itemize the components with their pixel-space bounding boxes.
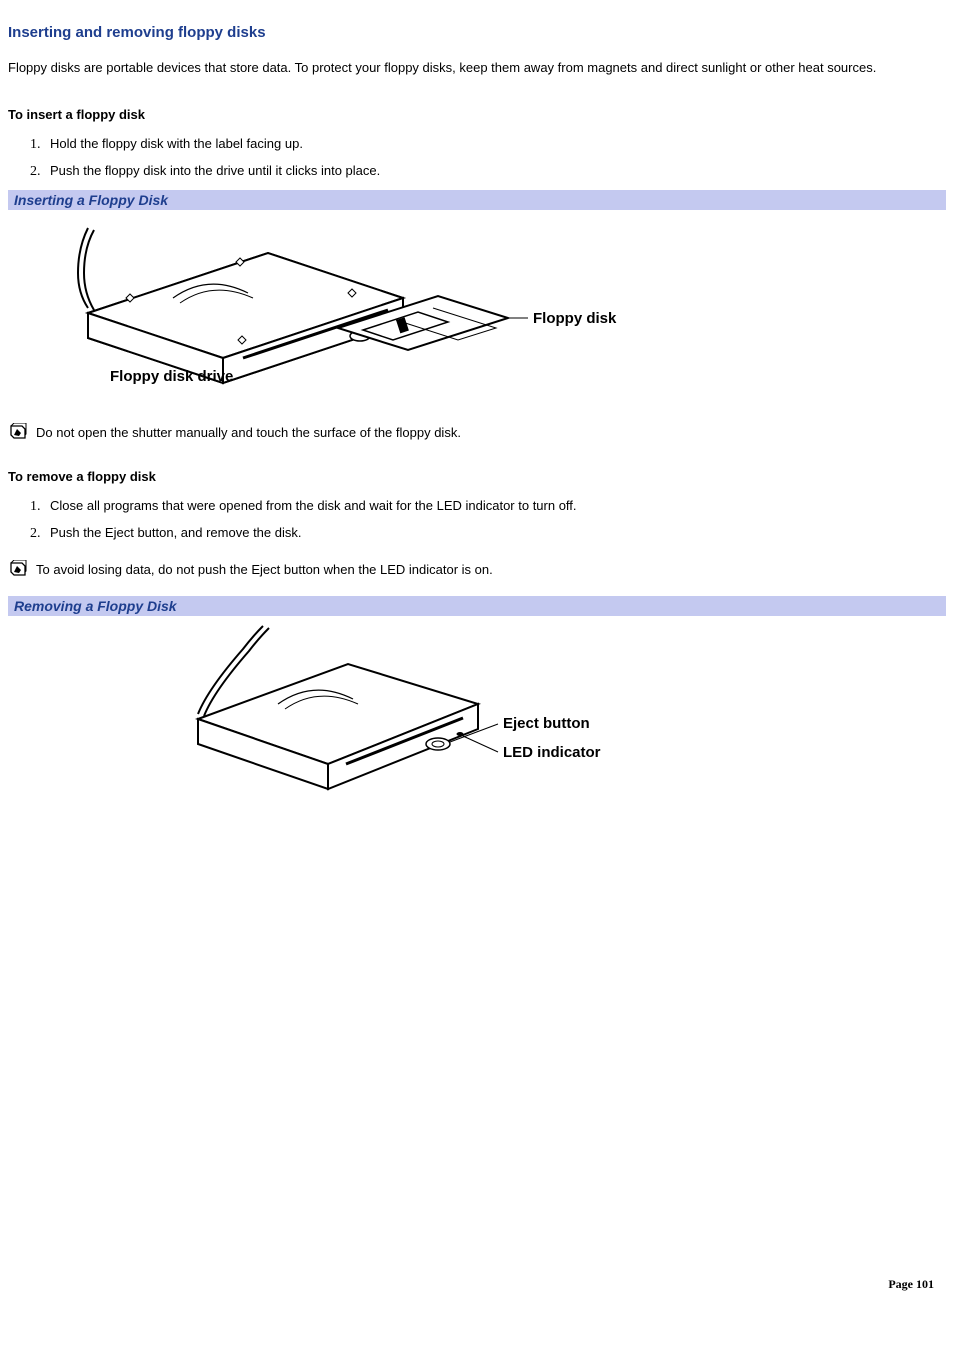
- list-item: Close all programs that were opened from…: [44, 498, 946, 515]
- figure-removing: Eject button LED indicator: [8, 624, 946, 804]
- insert-steps-list: Hold the floppy disk with the label faci…: [8, 136, 946, 180]
- list-item: Push the floppy disk into the drive unti…: [44, 163, 946, 180]
- list-item: Hold the floppy disk with the label faci…: [44, 136, 946, 153]
- page-title: Inserting and removing floppy disks: [8, 24, 946, 41]
- figure-label-drive: Floppy disk drive: [110, 368, 233, 385]
- step-text: Push the Eject button, and remove the di…: [44, 525, 301, 540]
- note-icon: [8, 560, 30, 578]
- step-text: Close all programs that were opened from…: [44, 498, 577, 513]
- insert-heading: To insert a floppy disk: [8, 107, 946, 122]
- figure-caption: Inserting a Floppy Disk: [8, 190, 946, 210]
- figure-caption: Removing a Floppy Disk: [8, 596, 946, 616]
- step-text: Hold the floppy disk with the label faci…: [44, 136, 303, 151]
- page-number: Page 101: [888, 1277, 934, 1292]
- note-text: Do not open the shutter manually and tou…: [36, 425, 461, 440]
- note-text: To avoid losing data, do not push the Ej…: [36, 562, 493, 577]
- remove-heading: To remove a floppy disk: [8, 469, 946, 484]
- note-block: Do not open the shutter manually and tou…: [8, 423, 946, 441]
- figure-inserting: Floppy disk Floppy disk drive: [8, 218, 946, 393]
- remove-steps-list: Close all programs that were opened from…: [8, 498, 946, 542]
- note-icon: [8, 423, 30, 441]
- intro-paragraph: Floppy disks are portable devices that s…: [8, 59, 946, 77]
- note-block: To avoid losing data, do not push the Ej…: [8, 560, 946, 578]
- list-item: Push the Eject button, and remove the di…: [44, 525, 946, 542]
- figure-label-disk: Floppy disk: [533, 310, 617, 327]
- figure-label-eject: Eject button: [503, 715, 590, 732]
- document-page: Inserting and removing floppy disks Flop…: [0, 0, 954, 1320]
- figure-label-led: LED indicator: [503, 744, 601, 761]
- step-text: Push the floppy disk into the drive unti…: [44, 163, 380, 178]
